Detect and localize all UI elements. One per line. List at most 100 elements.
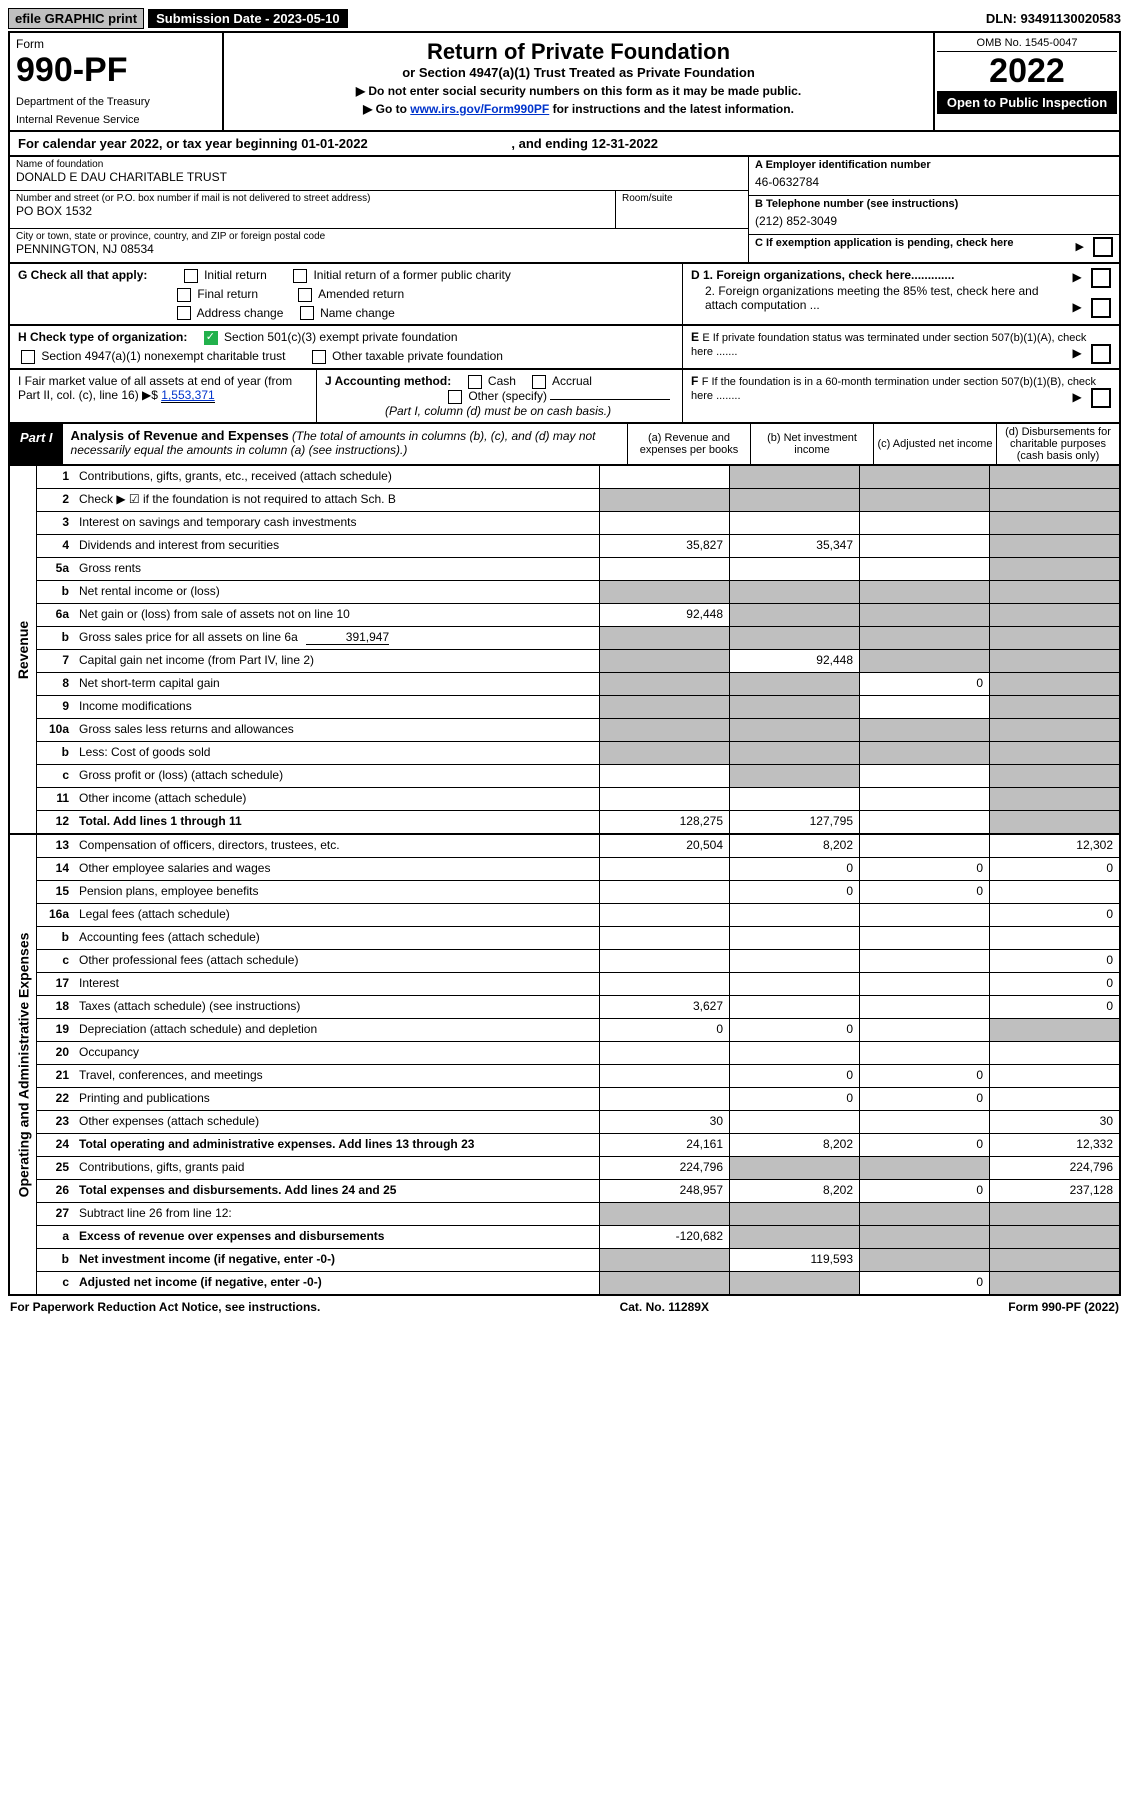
line-number: c: [37, 765, 75, 787]
cell: [729, 696, 859, 718]
line-description: Gross rents: [75, 558, 599, 580]
cell: [729, 1157, 859, 1179]
line-number: 26: [37, 1180, 75, 1202]
cell: [989, 788, 1119, 810]
cash-checkbox[interactable]: [468, 375, 482, 389]
address-change-checkbox[interactable]: [177, 306, 191, 320]
d2-checkbox[interactable]: [1091, 298, 1111, 318]
line-description: Pension plans, employee benefits: [75, 881, 599, 903]
initial-return-checkbox[interactable]: [184, 269, 198, 283]
cell: [989, 535, 1119, 557]
line-row: 21Travel, conferences, and meetings00: [37, 1065, 1119, 1088]
cell: 20,504: [599, 835, 729, 857]
e-checkbox[interactable]: [1091, 344, 1111, 364]
line-row: 12Total. Add lines 1 through 11128,27512…: [37, 811, 1119, 833]
page-footer: For Paperwork Reduction Act Notice, see …: [8, 1296, 1121, 1318]
cell: [729, 1226, 859, 1248]
accrual-checkbox[interactable]: [532, 375, 546, 389]
line-row: cGross profit or (loss) (attach schedule…: [37, 765, 1119, 788]
cell: [859, 950, 989, 972]
cell: [599, 581, 729, 603]
cell: [729, 1042, 859, 1064]
cell: [729, 788, 859, 810]
cell: 0: [729, 1019, 859, 1041]
form990pf-link[interactable]: www.irs.gov/Form990PF: [410, 102, 549, 116]
line-description: Interest on savings and temporary cash i…: [75, 512, 599, 534]
dept-irs: Internal Revenue Service: [16, 114, 216, 126]
cell: [989, 558, 1119, 580]
cell: [859, 1042, 989, 1064]
line-row: 4Dividends and interest from securities 3…: [37, 535, 1119, 558]
revenue-side-label: Revenue: [10, 466, 37, 833]
line-number: 18: [37, 996, 75, 1018]
cell: 0: [859, 1134, 989, 1156]
line-number: 24: [37, 1134, 75, 1156]
line-description: Contributions, gifts, grants, etc., rece…: [75, 466, 599, 488]
cell: [599, 650, 729, 672]
line-description: Gross sales less returns and allowances: [75, 719, 599, 741]
line-row: 16aLegal fees (attach schedule)0: [37, 904, 1119, 927]
cell: [989, 742, 1119, 764]
line-number: 10a: [37, 719, 75, 741]
omb-number: OMB No. 1545-0047: [937, 35, 1117, 52]
cell: [989, 765, 1119, 787]
cell: [859, 788, 989, 810]
other-taxable-checkbox[interactable]: [312, 350, 326, 364]
501c3-checkbox[interactable]: [204, 331, 218, 345]
cell: [729, 996, 859, 1018]
cell: [859, 927, 989, 949]
fmv-link[interactable]: 1,553,371: [161, 388, 214, 403]
line-number: b: [37, 581, 75, 603]
c-checkbox[interactable]: [1093, 237, 1113, 257]
efile-print-button[interactable]: efile GRAPHIC print: [8, 8, 144, 29]
line-row: 10aGross sales less returns and allowanc…: [37, 719, 1119, 742]
line-number: b: [37, 927, 75, 949]
form-instr-2: ▶ Go to www.irs.gov/Form990PF for instru…: [228, 102, 929, 116]
year-block: OMB No. 1545-0047 2022 Open to Public In…: [933, 33, 1119, 130]
line-row: 2Check ▶ ☑ if the foundation is not requ…: [37, 489, 1119, 512]
f-checkbox[interactable]: [1091, 388, 1111, 408]
amended-return-checkbox[interactable]: [298, 288, 312, 302]
check-section-g: G Check all that apply: Initial return I…: [8, 264, 1121, 326]
cell: 0: [729, 881, 859, 903]
line-row: 14Other employee salaries and wages000: [37, 858, 1119, 881]
line-number: 9: [37, 696, 75, 718]
line-row: aExcess of revenue over expenses and dis…: [37, 1226, 1119, 1249]
expenses-side-label: Operating and Administrative Expenses: [10, 835, 37, 1294]
line-number: 20: [37, 1042, 75, 1064]
cell: 0: [859, 1272, 989, 1294]
name-change-checkbox[interactable]: [300, 306, 314, 320]
cell: 8,202: [729, 1180, 859, 1202]
cell: [989, 604, 1119, 626]
cell: [989, 650, 1119, 672]
line-number: b: [37, 627, 75, 649]
line-number: 25: [37, 1157, 75, 1179]
line-number: 13: [37, 835, 75, 857]
d1-checkbox[interactable]: [1091, 268, 1111, 288]
cell: 24,161: [599, 1134, 729, 1156]
form-instr-1: ▶ Do not enter social security numbers o…: [228, 84, 929, 98]
cell: [599, 1272, 729, 1294]
cell: [599, 950, 729, 972]
cell: [729, 627, 859, 649]
line-row: 18Taxes (attach schedule) (see instructi…: [37, 996, 1119, 1019]
line-description: Dividends and interest from securities: [75, 535, 599, 557]
final-return-checkbox[interactable]: [177, 288, 191, 302]
form-word: Form: [16, 37, 216, 51]
initial-return-former-checkbox[interactable]: [293, 269, 307, 283]
cell: 0: [859, 1180, 989, 1202]
cell: [729, 558, 859, 580]
cell: [859, 973, 989, 995]
cell: [599, 858, 729, 880]
cell: 0: [989, 950, 1119, 972]
line-description: Occupancy: [75, 1042, 599, 1064]
cell: [989, 1249, 1119, 1271]
cell: [859, 627, 989, 649]
4947a1-checkbox[interactable]: [21, 350, 35, 364]
other-specify-checkbox[interactable]: [448, 390, 462, 404]
cell: 35,347: [729, 535, 859, 557]
form-footer-id: Form 990-PF (2022): [1008, 1300, 1119, 1314]
line-number: 7: [37, 650, 75, 672]
line-description: Total. Add lines 1 through 11: [75, 811, 599, 833]
line-number: 4: [37, 535, 75, 557]
